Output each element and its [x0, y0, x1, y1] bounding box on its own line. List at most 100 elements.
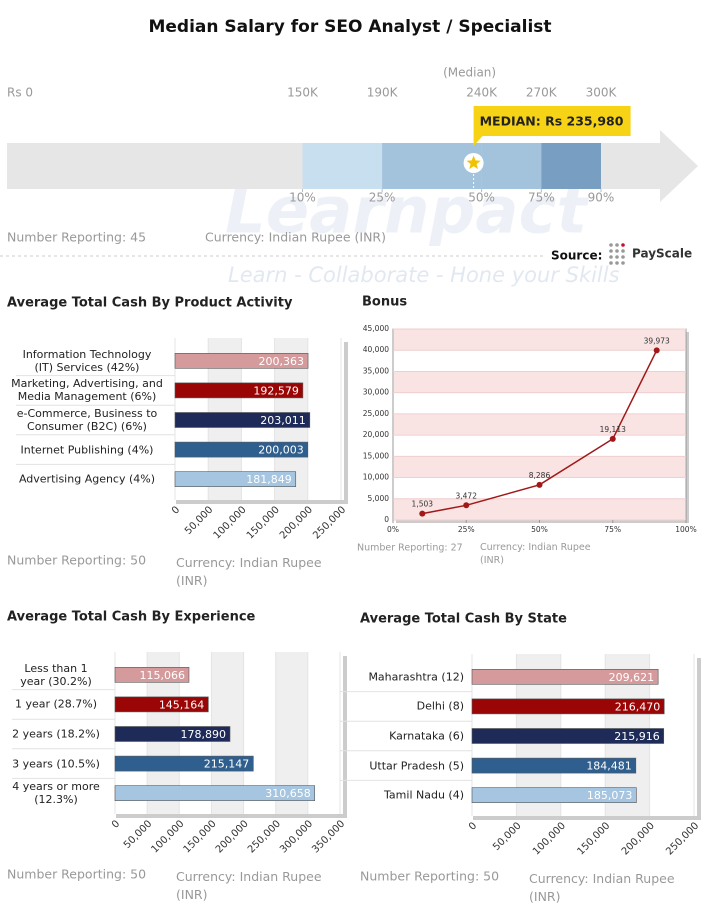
chart-title: Median Salary for SEO Analyst / Speciali…: [148, 17, 551, 37]
bar: [114, 726, 231, 742]
category-label: 4 years or more (12.3%): [12, 780, 100, 807]
y-tick-label: 40,000: [363, 345, 389, 354]
bar: [471, 698, 665, 715]
percentile-label: 10%: [289, 191, 316, 205]
category-label: Internet Publishing (4%): [20, 443, 154, 457]
percentile-label: 75%: [528, 191, 555, 205]
x-tick-label: 250,000: [246, 818, 283, 855]
x-tick-label: 25%: [458, 525, 475, 534]
source-name: PayScale: [632, 247, 692, 261]
value-label: 181,849: [246, 473, 292, 486]
bar: [471, 787, 637, 804]
logo-dot: [621, 255, 625, 259]
category-label: Marketing, Advertising, and Media Manage…: [11, 377, 163, 404]
logo-dot: [621, 249, 625, 253]
logo-dot: [609, 261, 613, 265]
value-label: 216,470: [615, 700, 661, 713]
value-label: 19,113: [600, 425, 626, 434]
x-tick-label: 75%: [604, 525, 621, 534]
currency: Currency: Indian Rupee (INR): [480, 542, 591, 566]
point: [463, 502, 470, 509]
y-tick-label: 25,000: [363, 409, 389, 418]
point: [419, 510, 426, 517]
range-tick-label: 300K: [586, 86, 618, 100]
point: [609, 435, 616, 442]
value-label: 209,621: [609, 671, 655, 684]
x-tick-label: 200,000: [620, 820, 657, 857]
median-caption: (Median): [443, 66, 496, 80]
category-label: Information Technology (IT) Services (42…: [22, 347, 152, 374]
bar: [114, 666, 190, 683]
grid-band: [394, 498, 685, 520]
category-label: Delhi (8): [416, 699, 464, 713]
median-star: [466, 155, 481, 170]
grid-band: [394, 456, 685, 478]
grid-band: [394, 329, 685, 351]
chart-title: Average Total Cash By Product Activity: [7, 296, 293, 311]
bar: [174, 441, 309, 458]
value-label: 185,073: [587, 789, 633, 802]
category-label: Karnataka (6): [389, 729, 464, 743]
category-label: e-Commerce, Business to Consumer (B2C) (…: [16, 407, 158, 433]
y-tick-label: 0: [384, 515, 389, 524]
logo-dot: [615, 243, 619, 247]
point: [536, 481, 543, 488]
x-tick-label: 150,000: [182, 818, 219, 855]
bar: [114, 755, 254, 772]
grid-band: [394, 371, 685, 393]
x-tick-label: 200,000: [214, 818, 251, 855]
value-label: 215,147: [204, 758, 250, 771]
logo-dot: [609, 243, 613, 247]
range-segment: [302, 143, 383, 189]
y-tick-label: 5,000: [368, 494, 390, 503]
y-tick-label: 35,000: [363, 366, 389, 375]
chart-title: Average Total Cash By Experience: [7, 610, 256, 625]
x-tick-label: 150,000: [245, 504, 282, 541]
range-tick-label: 240K: [466, 86, 498, 100]
value-label: 39,973: [644, 336, 670, 345]
x-tick-label: 300,000: [278, 818, 315, 855]
category-label: 3 years (10.5%): [12, 757, 100, 771]
bar: [471, 757, 637, 774]
x-tick-label: 100%: [675, 525, 696, 534]
value-label: 192,579: [253, 384, 299, 397]
logo-dot: [621, 243, 625, 247]
x-tick-label: 250,000: [664, 820, 701, 857]
median-label: MEDIAN: Rs 235,980: [480, 114, 624, 129]
chart-title: Bonus: [362, 295, 407, 310]
value-label: 178,890: [181, 728, 227, 741]
value-label: 215,916: [614, 730, 660, 743]
range-tick-label: 150K: [287, 86, 319, 100]
x-tick-label: 100,000: [531, 820, 568, 857]
x-tick-label: 250,000: [311, 504, 348, 541]
category-label: Less than 1 year (30.2%): [20, 661, 92, 688]
category-label: Maharashtra (12): [368, 670, 464, 684]
category-label: Uttar Pradesh (5): [369, 759, 464, 773]
value-label: 145,164: [159, 698, 205, 711]
value-label: 8,286: [529, 471, 551, 480]
value-label: 203,011: [260, 414, 306, 427]
range-arrow: [660, 130, 698, 202]
currency: Currency: Indian Rupee (INR): [176, 555, 322, 588]
value-label: 200,003: [258, 444, 304, 457]
value-label: 3,472: [456, 491, 478, 500]
y-tick-label: 15,000: [363, 451, 389, 460]
percentile-label: 25%: [369, 191, 396, 205]
x-tick-label: 50,000: [491, 820, 524, 853]
y-tick-label: 45,000: [363, 324, 389, 333]
source-label: Source:: [551, 249, 602, 263]
percentile-label: 90%: [588, 191, 615, 205]
logo-dot: [621, 261, 625, 265]
logo-dot: [615, 249, 619, 253]
bar: [174, 382, 304, 399]
bar: [471, 728, 665, 744]
bar: [114, 696, 209, 713]
callout-pointer: [473, 136, 483, 146]
x-tick-label: 0: [170, 504, 182, 516]
x-tick-label: 50,000: [183, 504, 216, 537]
logo-dot: [615, 261, 619, 265]
y-tick-label: 20,000: [363, 430, 389, 439]
category-label: 1 year (28.7%): [14, 697, 98, 711]
